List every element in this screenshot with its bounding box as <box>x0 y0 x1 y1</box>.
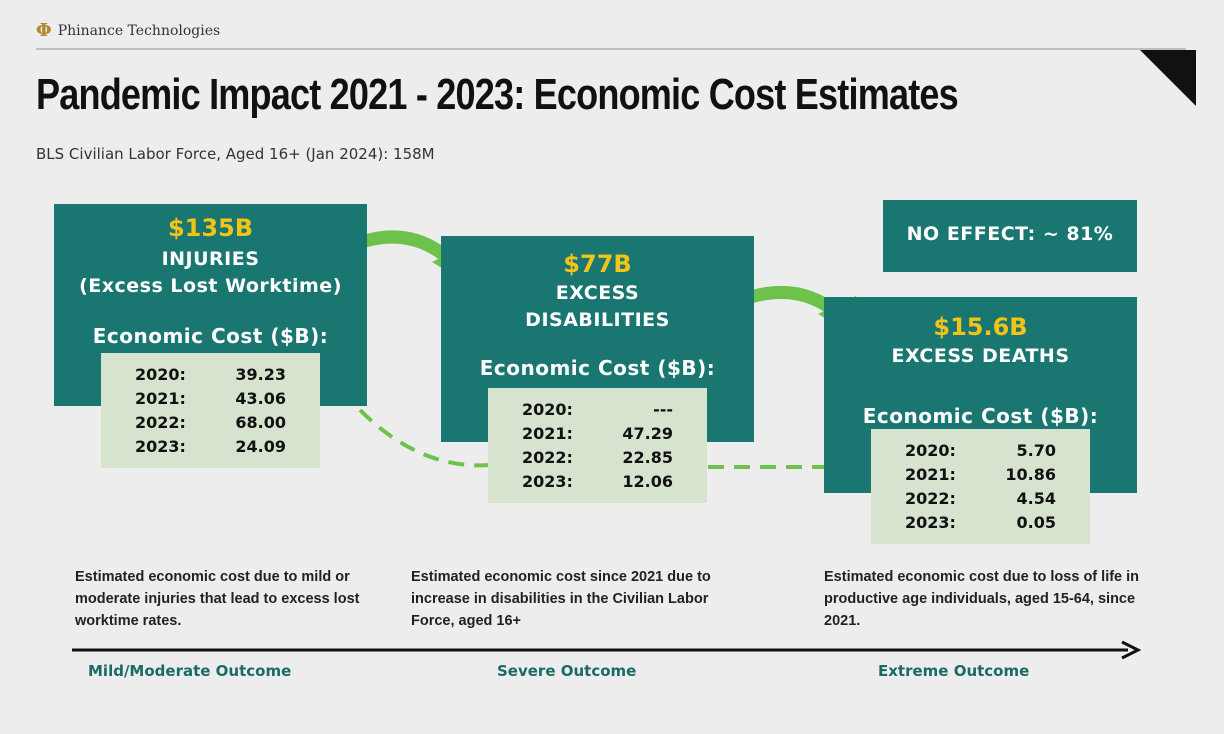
deaths-amount: $15.6B <box>933 313 1028 341</box>
no-effect-box: NO EFFECT: ~ 81% <box>883 200 1137 272</box>
outcome-extreme: Extreme Outcome <box>878 662 1030 680</box>
injuries-cost-heading: Economic Cost ($B): <box>92 324 329 348</box>
outcome-mild: Mild/Moderate Outcome <box>88 662 292 680</box>
disabilities-cost-heading: Economic Cost ($B): <box>479 356 716 380</box>
injuries-label-line1: INJURIES <box>161 248 260 270</box>
table-row: 2023: 24.09 <box>135 437 286 456</box>
corner-triangle <box>1140 50 1196 106</box>
table-row: 2021: 43.06 <box>135 389 286 408</box>
deaths-label-line1: EXCESS DEATHS <box>891 345 1070 367</box>
table-row: 2020: --- <box>522 400 673 419</box>
deaths-cost-heading: Economic Cost ($B): <box>862 404 1099 428</box>
injuries-label-line2: (Excess Lost Worktime) <box>79 275 342 297</box>
table-row: 2022: 4.54 <box>905 489 1056 508</box>
injuries-values-table: 2020: 39.23 2021: 43.06 2022: 68.00 2023: 24… <box>101 353 320 468</box>
table-row: 2021: 47.29 <box>522 424 673 443</box>
table-row: 2021: 10.86 <box>905 465 1056 484</box>
header-divider <box>36 48 1186 50</box>
table-row: 2022: 22.85 <box>522 448 673 467</box>
deaths-values-table: 2020: 5.70 2021: 10.86 2022: 4.54 2023: 0.05 <box>871 429 1090 544</box>
disabilities-label-line2: DISABILITIES <box>525 309 670 331</box>
logo-text: Phinance Technologies <box>57 22 221 39</box>
outcome-severe: Severe Outcome <box>497 662 637 680</box>
page-subtitle: BLS Civilian Labor Force, Aged 16+ (Jan … <box>36 145 435 163</box>
company-logo: Φ Phinance Technologies <box>36 20 220 41</box>
disabilities-values-table: 2020: --- 2021: 47.29 2022: 22.85 2023: 12.0… <box>488 388 707 503</box>
deaths-description: Estimated economic cost due to loss of l… <box>824 569 1140 629</box>
disabilities-label-line1: EXCESS <box>555 282 640 304</box>
table-row: 2023: 0.05 <box>905 513 1056 532</box>
disabilities-description: Estimated economic cost since 2021 due t… <box>411 569 711 629</box>
table-row: 2023: 12.06 <box>522 472 673 491</box>
page-title: Pandemic Impact 2021 - 2023: Economic Co… <box>36 70 959 119</box>
no-effect-label: NO EFFECT: ~ 81% <box>906 223 1114 245</box>
disabilities-amount: $77B <box>563 250 632 278</box>
injuries-description: Estimated economic cost due to mild or m… <box>75 569 360 629</box>
injuries-amount: $135B <box>167 214 254 242</box>
table-row: 2020: 5.70 <box>905 441 1056 460</box>
logo-mark-icon: Φ <box>36 20 52 41</box>
table-row: 2022: 68.00 <box>135 413 286 432</box>
table-row: 2020: 39.23 <box>135 365 286 384</box>
